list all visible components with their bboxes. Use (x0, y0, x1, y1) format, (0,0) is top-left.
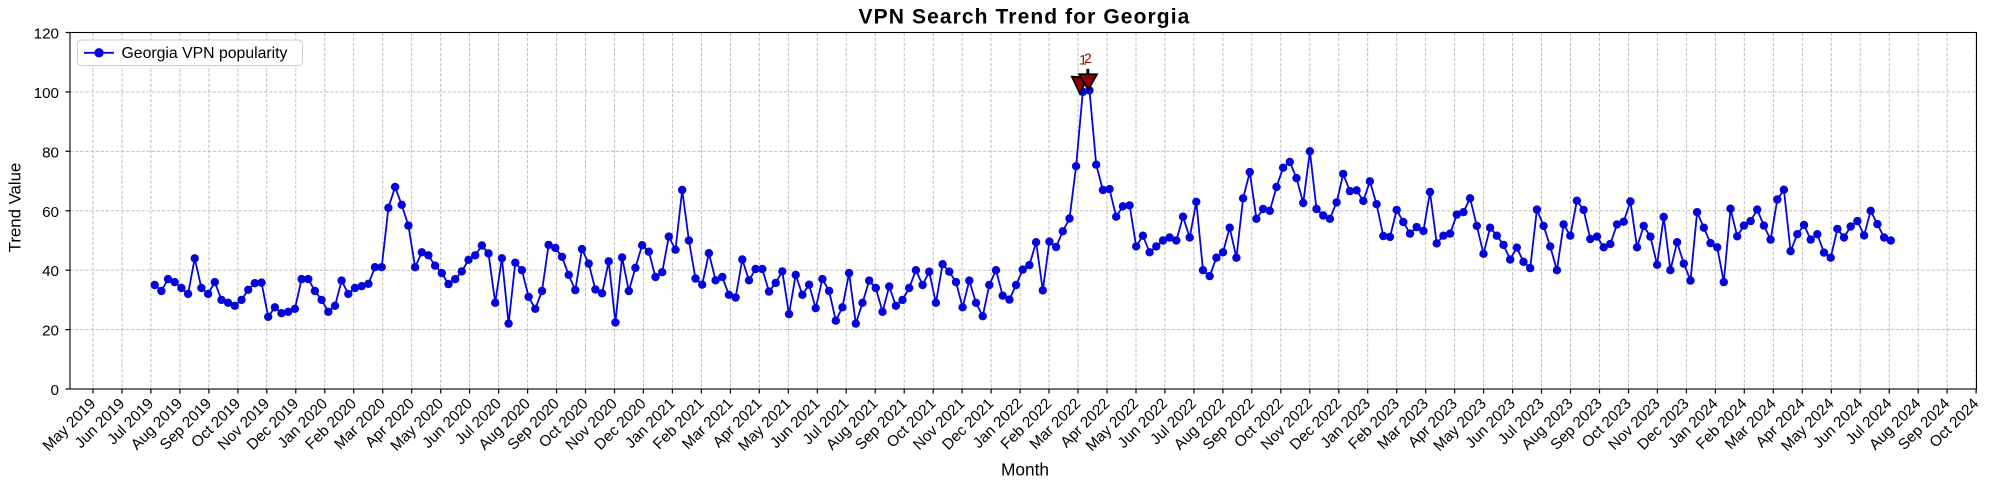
svg-text:60: 60 (42, 204, 59, 221)
svg-text:0: 0 (51, 382, 59, 399)
svg-text:1: 1 (1079, 53, 1087, 68)
svg-text:120: 120 (34, 26, 59, 43)
svg-text:Trend Value: Trend Value (6, 163, 25, 253)
svg-text:100: 100 (34, 85, 59, 102)
svg-text:40: 40 (42, 263, 59, 280)
svg-text:Month: Month (1001, 460, 1049, 480)
svg-text:20: 20 (42, 323, 59, 340)
svg-text:80: 80 (42, 144, 59, 161)
svg-text:Georgia VPN popularity: Georgia VPN popularity (122, 45, 288, 62)
svg-text:2: 2 (1084, 51, 1092, 66)
svg-text:VPN Search Trend for Georgia: VPN Search Trend for Georgia (859, 6, 1191, 29)
